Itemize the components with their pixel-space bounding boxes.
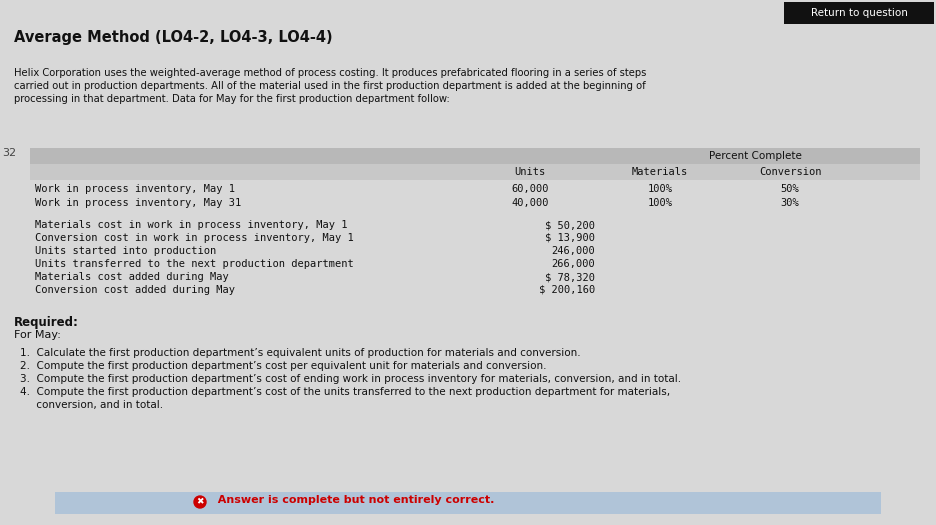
Text: 100%: 100% [648, 184, 672, 194]
Text: Answer is complete but not entirely correct.: Answer is complete but not entirely corr… [210, 495, 494, 505]
Text: ✖: ✖ [197, 498, 204, 507]
Text: Conversion cost added during May: Conversion cost added during May [35, 285, 235, 295]
Text: Work in process inventory, May 31: Work in process inventory, May 31 [35, 198, 241, 208]
Text: Materials cost added during May: Materials cost added during May [35, 272, 228, 282]
Text: For May:: For May: [14, 330, 61, 340]
Text: 4.  Compute the first production department’s cost of the units transferred to t: 4. Compute the first production departme… [20, 387, 670, 397]
FancyBboxPatch shape [55, 492, 881, 514]
Text: Percent Complete: Percent Complete [709, 151, 801, 161]
Text: Average Method (LO4-2, LO4-3, LO4-4): Average Method (LO4-2, LO4-3, LO4-4) [14, 30, 332, 45]
Text: carried out in production departments. All of the material used in the first pro: carried out in production departments. A… [14, 81, 646, 91]
Text: Materials cost in work in process inventory, May 1: Materials cost in work in process invent… [35, 220, 347, 230]
Text: Materials: Materials [632, 167, 688, 177]
Text: $ 50,200: $ 50,200 [545, 220, 595, 230]
Text: $ 200,160: $ 200,160 [539, 285, 595, 295]
Text: 50%: 50% [781, 184, 799, 194]
Text: Units started into production: Units started into production [35, 246, 216, 256]
Text: processing in that department. Data for May for the first production department : processing in that department. Data for … [14, 94, 450, 104]
Text: 246,000: 246,000 [551, 246, 595, 256]
Text: Conversion cost in work in process inventory, May 1: Conversion cost in work in process inven… [35, 233, 354, 243]
FancyBboxPatch shape [30, 148, 920, 164]
Circle shape [194, 496, 206, 508]
Text: $ 13,900: $ 13,900 [545, 233, 595, 243]
Text: 32: 32 [2, 148, 16, 158]
Text: Units transferred to the next production department: Units transferred to the next production… [35, 259, 354, 269]
Text: 1.  Calculate the first production department’s equivalent units of production f: 1. Calculate the first production depart… [20, 348, 580, 358]
FancyBboxPatch shape [784, 2, 934, 24]
Text: 60,000: 60,000 [511, 184, 548, 194]
Text: 100%: 100% [648, 198, 672, 208]
FancyBboxPatch shape [30, 164, 920, 180]
Text: 30%: 30% [781, 198, 799, 208]
Text: 266,000: 266,000 [551, 259, 595, 269]
Text: Helix Corporation uses the weighted-average method of process costing. It produc: Helix Corporation uses the weighted-aver… [14, 68, 647, 78]
Text: 3.  Compute the first production department’s cost of ending work in process inv: 3. Compute the first production departme… [20, 374, 681, 384]
Text: Return to question: Return to question [811, 8, 907, 18]
Text: Required:: Required: [14, 316, 79, 329]
Text: Conversion: Conversion [759, 167, 821, 177]
Text: $ 78,320: $ 78,320 [545, 272, 595, 282]
Text: conversion, and in total.: conversion, and in total. [20, 400, 163, 410]
Text: Units: Units [515, 167, 546, 177]
Text: Work in process inventory, May 1: Work in process inventory, May 1 [35, 184, 235, 194]
Text: 2.  Compute the first production department’s cost per equivalent unit for mater: 2. Compute the first production departme… [20, 361, 547, 371]
Text: 40,000: 40,000 [511, 198, 548, 208]
